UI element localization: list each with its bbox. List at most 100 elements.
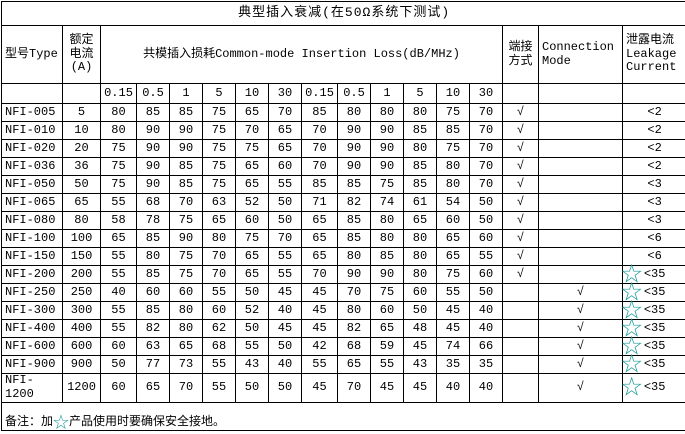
loss-value-cell: 55	[101, 266, 137, 284]
loss-value-cell: 82	[338, 194, 371, 212]
leakage-value: <3	[647, 213, 661, 227]
loss-value-cell: 70	[470, 104, 503, 122]
rated-current-cell: 50	[63, 176, 101, 194]
loss-value-cell: 60	[269, 158, 302, 176]
leakage-cell: ☆<35	[623, 302, 685, 320]
loss-value-cell: 66	[470, 338, 503, 356]
loss-value-cell: 85	[137, 302, 170, 320]
subheader-empty-connection	[539, 84, 623, 104]
leakage-cell: <2	[623, 158, 685, 176]
leakage-cell: <2	[623, 122, 685, 140]
loss-value-cell: 75	[203, 176, 236, 194]
loss-value-cell: 35	[470, 356, 503, 374]
loss-value-cell: 70	[302, 140, 338, 158]
model-cell: NFI-036	[2, 158, 63, 176]
leakage-cell: <6	[623, 248, 685, 266]
loss-value-cell: 75	[101, 140, 137, 158]
frequency-header-cell: 10	[437, 84, 470, 104]
header-termination: 端接 方式	[503, 26, 539, 84]
loss-value-cell: 80	[338, 248, 371, 266]
frequency-header-cell: 0.15	[302, 84, 338, 104]
connection-check-cell: √	[539, 302, 623, 320]
loss-value-cell: 70	[470, 176, 503, 194]
table-header-row: 型号Type 额定 电流 (A) 共模插入损耗Common-mode Inser…	[2, 26, 685, 84]
loss-value-cell: 90	[137, 176, 170, 194]
loss-value-cell: 80	[437, 158, 470, 176]
loss-value-cell: 75	[101, 176, 137, 194]
loss-value-cell: 42	[302, 338, 338, 356]
loss-value-cell: 65	[101, 230, 137, 248]
loss-value-cell: 65	[170, 338, 203, 356]
loss-value-cell: 75	[203, 140, 236, 158]
loss-value-cell: 75	[170, 248, 203, 266]
loss-value-cell: 80	[101, 104, 137, 122]
frequency-header-cell: 10	[236, 84, 269, 104]
loss-value-cell: 58	[101, 212, 137, 230]
connection-check-cell	[539, 158, 623, 176]
loss-value-cell: 65	[302, 248, 338, 266]
rated-current-cell: 300	[63, 302, 101, 320]
loss-value-cell: 80	[101, 122, 137, 140]
model-cell: NFI-020	[2, 140, 63, 158]
loss-value-cell: 90	[170, 230, 203, 248]
leakage-cell: <6	[623, 230, 685, 248]
loss-value-cell: 55	[371, 356, 404, 374]
rated-current-cell: 1200	[63, 374, 101, 403]
loss-value-cell: 80	[437, 176, 470, 194]
termination-check-cell: √	[503, 194, 539, 212]
loss-value-cell: 50	[470, 212, 503, 230]
frequency-header-cell: 0.5	[338, 84, 371, 104]
loss-value-cell: 85	[170, 158, 203, 176]
loss-value-cell: 90	[371, 266, 404, 284]
loss-value-cell: 65	[236, 104, 269, 122]
loss-value-cell: 60	[101, 338, 137, 356]
loss-value-cell: 85	[404, 122, 437, 140]
subheader-empty-model	[2, 84, 63, 104]
loss-value-cell: 55	[203, 374, 236, 403]
termination-check-cell: √	[503, 266, 539, 284]
loss-value-cell: 45	[404, 374, 437, 403]
loss-value-cell: 45	[404, 338, 437, 356]
termination-check-cell: √	[503, 104, 539, 122]
loss-value-cell: 85	[338, 176, 371, 194]
loss-value-cell: 70	[338, 284, 371, 302]
loss-value-cell: 73	[170, 356, 203, 374]
loss-value-cell: 85	[137, 230, 170, 248]
loss-value-cell: 63	[203, 194, 236, 212]
loss-value-cell: 50	[470, 194, 503, 212]
leakage-cell: ☆<35	[623, 374, 685, 403]
loss-value-cell: 68	[137, 194, 170, 212]
loss-value-cell: 60	[470, 266, 503, 284]
rated-current-cell: 600	[63, 338, 101, 356]
loss-value-cell: 43	[236, 356, 269, 374]
rated-current-cell: 400	[63, 320, 101, 338]
loss-value-cell: 55	[101, 302, 137, 320]
termination-check-cell: √	[503, 248, 539, 266]
loss-value-cell: 61	[404, 194, 437, 212]
loss-value-cell: 70	[170, 374, 203, 403]
connection-check-cell: √	[539, 320, 623, 338]
loss-value-cell: 70	[269, 230, 302, 248]
loss-value-cell: 80	[170, 320, 203, 338]
loss-value-cell: 45	[269, 320, 302, 338]
loss-value-cell: 50	[236, 284, 269, 302]
loss-value-cell: 75	[170, 212, 203, 230]
loss-value-cell: 70	[236, 122, 269, 140]
loss-value-cell: 75	[203, 122, 236, 140]
loss-value-cell: 75	[203, 158, 236, 176]
loss-value-cell: 90	[137, 122, 170, 140]
model-cell: NFI-050	[2, 176, 63, 194]
loss-value-cell: 65	[338, 356, 371, 374]
model-cell: NFI-080	[2, 212, 63, 230]
loss-value-cell: 80	[404, 230, 437, 248]
loss-value-cell: 65	[269, 140, 302, 158]
loss-value-cell: 55	[101, 248, 137, 266]
loss-value-cell: 74	[371, 194, 404, 212]
loss-value-cell: 50	[101, 356, 137, 374]
loss-value-cell: 90	[170, 122, 203, 140]
